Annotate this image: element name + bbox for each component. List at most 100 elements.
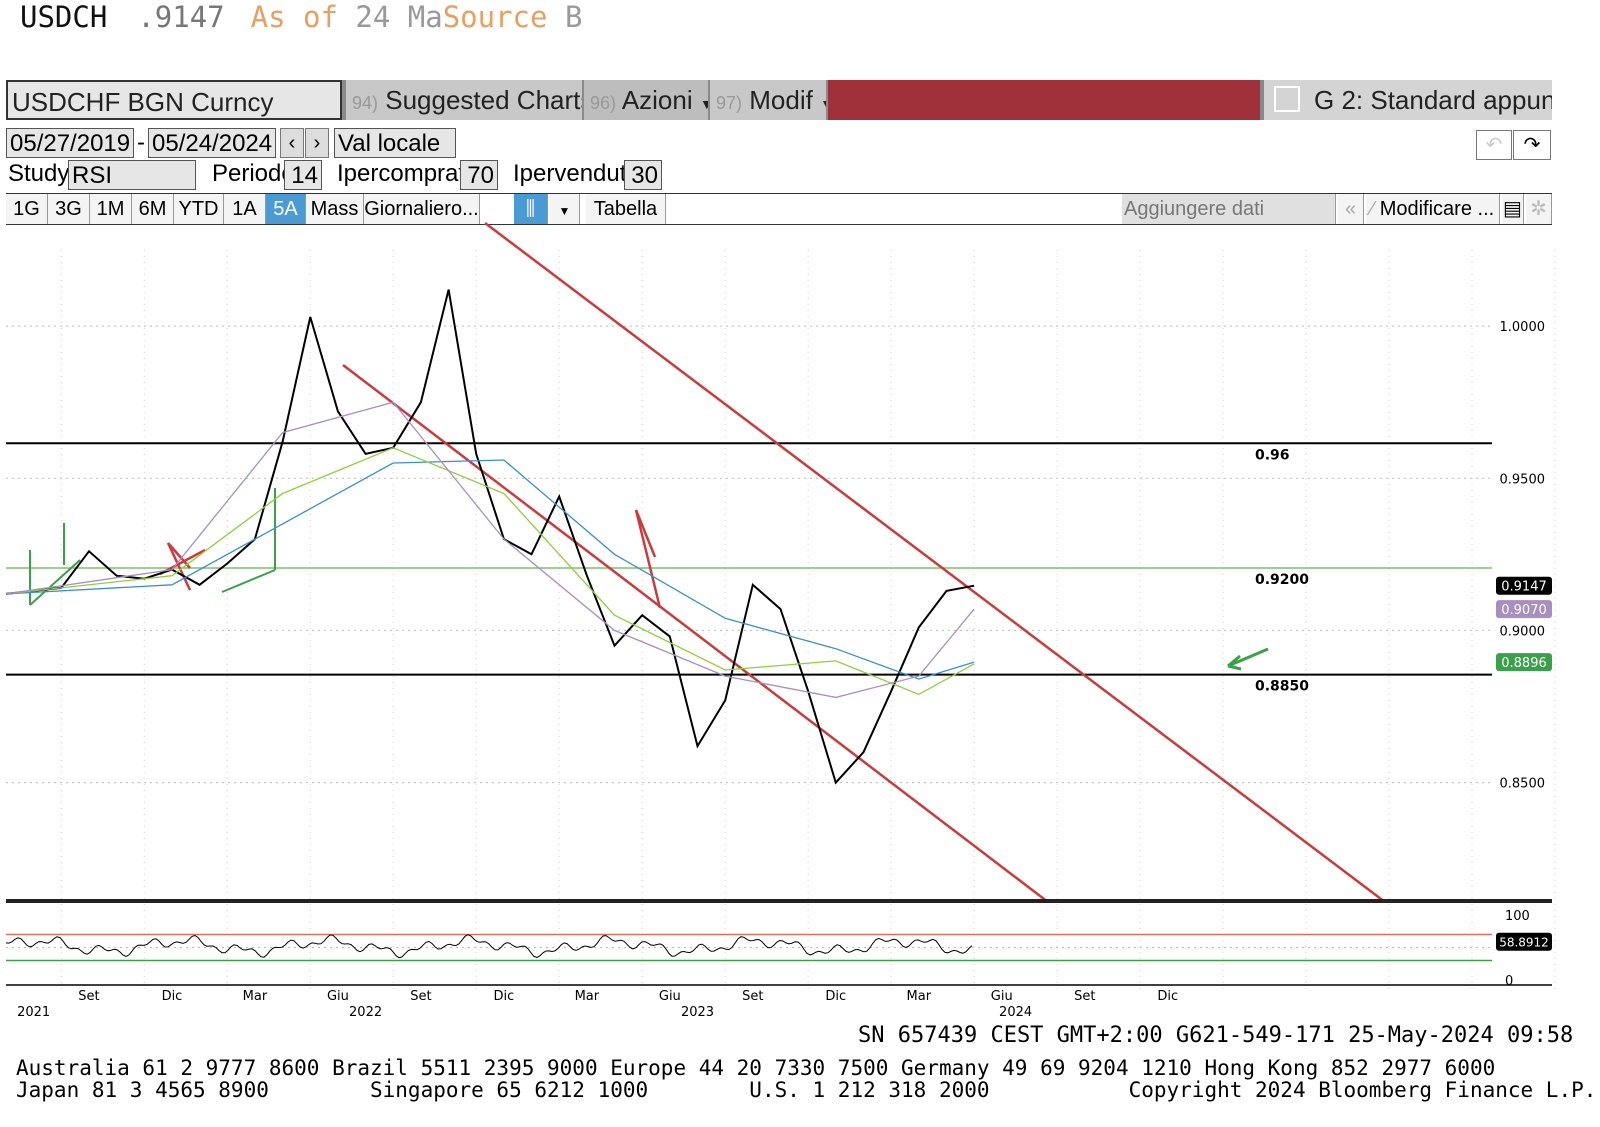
x-tick-label: Dic <box>493 989 514 1004</box>
clipboard-button[interactable]: ▤ <box>1502 194 1524 224</box>
azioni-number: 96) <box>590 93 617 113</box>
modif-label: Modif <box>749 85 813 115</box>
accent-bar <box>828 80 1260 120</box>
x-year-label: 2024 <box>999 1005 1032 1020</box>
chart-type-dropdown[interactable]: ▼ <box>550 194 580 224</box>
periodo-label: Periodo <box>212 160 295 187</box>
tabella-button[interactable]: Tabella <box>586 194 666 224</box>
tab-1g[interactable]: 1G <box>6 194 48 224</box>
series-ma-50 <box>5 401 975 699</box>
clipboard-icon: ▤ <box>1503 198 1522 220</box>
header-price: .9147 <box>137 0 225 34</box>
header-as-of-label: As of <box>250 0 338 34</box>
tab-ytd[interactable]: YTD <box>174 194 224 224</box>
study-label: Study <box>8 160 70 187</box>
range-dash: - <box>137 129 145 156</box>
x-axis: Set Dic Mar Giu Set Dic Mar Giu Set Dic Mar Giu Set D… <box>6 984 1552 1020</box>
rsi-line <box>5 934 973 959</box>
x-tick-label: Giu <box>327 989 349 1004</box>
tab-3g[interactable]: 3G <box>48 194 90 224</box>
channel-upper-line <box>484 222 1386 903</box>
azioni-menu[interactable]: 96) Azioni ▼ <box>584 80 708 120</box>
tab-5a[interactable]: 5A <box>266 194 306 224</box>
modif-number: 97) <box>716 93 743 113</box>
period-tabs: 1G 3G 1M 6M YTD 1A 5A Mass Giornaliero..… <box>6 193 1552 225</box>
pencil-icon: ⁄ <box>1370 198 1375 220</box>
gear-icon: ✲ <box>1530 198 1547 220</box>
rsi-value-tag-label: 58.8912 <box>1499 936 1549 950</box>
standard-notes-label: G 2: Standard appunti <box>1314 85 1552 115</box>
tab-6m[interactable]: 6M <box>132 194 174 224</box>
start-date-field[interactable]: 05/27/2019 <box>6 128 134 158</box>
overbought-input[interactable]: 70 <box>460 160 498 190</box>
header-ticker: USDCH <box>20 0 108 34</box>
start-date-value: 05/27/2019 <box>10 130 131 157</box>
value-tag <box>1496 576 1552 595</box>
currency-select[interactable]: Val locale <box>334 128 456 158</box>
footer-session: SN 657439 CEST GMT+2:00 G621-549-171 25-… <box>858 1023 1574 1048</box>
chevron-down-icon: ▼ <box>699 96 708 112</box>
suggested-charts-button[interactable]: 94) Suggested Charts <box>346 80 582 120</box>
x-tick-label: Mar <box>575 989 600 1004</box>
study-select[interactable]: RSI <box>68 160 196 190</box>
series-ma-100 <box>5 447 975 696</box>
chart-header: USDCH .9147 As of 24 MaSource B <box>20 0 582 34</box>
chart-type-button[interactable]: ⫼ <box>514 194 548 224</box>
value-tag-label: 0.9070 <box>1501 603 1547 618</box>
footer-contacts-line1: Australia 61 2 9777 8600 Brazil 5511 239… <box>16 1056 1496 1080</box>
x-tick-label: Set <box>742 989 763 1004</box>
value-tags: 0.9147 0.9070 0.8896 <box>1496 576 1552 672</box>
periodo-input[interactable]: 14 <box>284 160 322 190</box>
arrow-annotation <box>1227 647 1269 671</box>
tab-1a[interactable]: 1A <box>224 194 266 224</box>
add-data-input[interactable]: Aggiungere dati <box>1122 194 1336 224</box>
undo-icon: ↶ <box>1485 134 1503 156</box>
tab-giornaliero[interactable]: Giornaliero... <box>364 194 480 224</box>
tab-1m[interactable]: 1M <box>90 194 132 224</box>
modify-button[interactable]: ⁄ Modificare ... <box>1366 194 1500 224</box>
oversold-label: Ipervenduto <box>513 160 640 187</box>
horizontal-levels: 0.96 0.9200 0.8850 <box>6 442 1492 695</box>
modif-menu[interactable]: 97) Modif ▼ <box>710 80 826 120</box>
chevron-right-icon: › <box>313 132 321 154</box>
tab-mass[interactable]: Mass <box>306 194 364 224</box>
x-tick-label: Dic <box>1157 989 1178 1004</box>
y-tick-label: 0.9500 <box>1500 472 1546 487</box>
price-chart[interactable]: 1.0000 0.9500 0.9000 0.8500 0.96 0.9200 0.885… <box>0 220 1600 1020</box>
currency-value: Val locale <box>338 130 441 157</box>
y-tick-label: 0.9000 <box>1500 624 1546 639</box>
x-year-label: 2023 <box>681 1005 714 1020</box>
standard-notes-button[interactable]: G 2: Standard appunti <box>1264 80 1552 120</box>
collapse-button[interactable]: « <box>1338 194 1364 224</box>
rsi-tick-label: 100 <box>1505 909 1530 924</box>
wedge-mark-2 <box>167 542 191 569</box>
value-tag-label: 0.9147 <box>1501 580 1547 595</box>
settings-button[interactable]: ✲ <box>1526 194 1552 224</box>
end-date-field[interactable]: 05/24/2024 <box>148 128 276 158</box>
header-as-of-value: 24 Ma <box>355 0 443 34</box>
next-range-button[interactable]: › <box>305 128 329 158</box>
x-tick-label: Giu <box>991 989 1013 1004</box>
redo-icon: ↷ <box>1523 134 1541 156</box>
prev-range-button[interactable]: ‹ <box>280 128 304 158</box>
redo-button[interactable]: ↷ <box>1513 130 1551 160</box>
modify-label: Modificare ... <box>1379 198 1495 220</box>
undo-button[interactable]: ↶ <box>1476 130 1512 160</box>
header-source-value: B <box>564 0 583 34</box>
chevron-down-icon: ▼ <box>820 96 826 112</box>
rsi-tick-label: 0 <box>1505 974 1513 989</box>
series-layer <box>5 289 975 785</box>
security-field[interactable]: USDCHF BGN Curncy <box>6 80 342 120</box>
wedge-mark-1 <box>166 542 192 591</box>
level-label: 0.96 <box>1255 447 1290 463</box>
level-label: 0.9200 <box>1255 572 1309 588</box>
oversold-input[interactable]: 30 <box>624 160 662 190</box>
green-support-2 <box>221 569 276 593</box>
azioni-label: Azioni <box>621 85 693 115</box>
x-year-label: 2022 <box>349 1005 382 1020</box>
chevron-down-icon: ▼ <box>558 204 571 218</box>
footer-contacts-line2: Japan 81 3 4565 8900 Singapore 65 6212 1… <box>16 1078 1597 1102</box>
suggested-label: Suggested Charts <box>385 85 582 115</box>
chart-grid: 1.0000 0.9500 0.9000 0.8500 <box>6 250 1556 990</box>
x-tick-label: Set <box>1074 989 1095 1004</box>
